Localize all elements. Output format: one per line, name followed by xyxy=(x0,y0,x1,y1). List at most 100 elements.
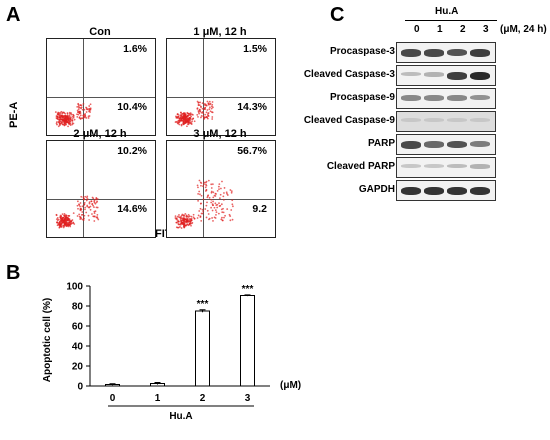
wb-band xyxy=(447,187,467,196)
chart-x-unit: (μM) xyxy=(280,380,301,391)
wb-band xyxy=(401,118,421,122)
wb-row-label: Cleaved PARP xyxy=(326,161,395,172)
wb-blot-strip xyxy=(396,88,496,109)
flow-plot-title: 2 μM, 12 h xyxy=(73,128,127,140)
flow-scatter xyxy=(174,100,214,128)
flow-plot-title: 3 μM, 12 h xyxy=(193,128,247,140)
wb-band xyxy=(447,95,467,101)
wb-row-label: Cleaved Caspase-3 xyxy=(303,69,395,80)
chart-x-group: Hu.A xyxy=(169,411,192,422)
chart-ytick-label: 60 xyxy=(72,322,84,333)
chart-xticks: 0 1 2 3 xyxy=(110,393,251,404)
wb-row-label: PARP xyxy=(367,138,395,149)
wb-band xyxy=(424,95,444,101)
chart-error-bar xyxy=(109,383,116,386)
wb-band xyxy=(424,49,444,57)
wb-band xyxy=(470,164,490,169)
flow-plot: 1.5% 14.3% xyxy=(166,38,276,136)
chart-xtick-label: 0 xyxy=(110,393,116,404)
chart-bars: *** *** xyxy=(105,284,255,387)
flow-upper-right-percent: 1.5% xyxy=(243,43,267,55)
chart-xtick-label: 1 xyxy=(155,393,161,404)
chart-error-bar xyxy=(154,382,161,385)
chart-ytick-label: 100 xyxy=(66,282,83,293)
wb-band xyxy=(424,164,444,168)
wb-blot-strip xyxy=(396,157,496,178)
wb-lane-label: 3 xyxy=(483,24,489,35)
wb-band xyxy=(401,95,421,101)
wb-band xyxy=(401,49,421,57)
flow-upper-right-percent: 10.2% xyxy=(117,145,147,157)
wb-band xyxy=(470,72,490,81)
wb-blot-strip xyxy=(396,65,496,86)
flow-upper-right-percent: 56.7% xyxy=(237,145,267,157)
wb-band xyxy=(447,49,467,57)
wb-band xyxy=(470,49,490,57)
wb-band xyxy=(447,141,467,149)
wb-band xyxy=(401,187,421,196)
wb-band xyxy=(401,164,421,168)
wb-band xyxy=(401,141,421,149)
flow-scatter xyxy=(174,179,234,229)
panel-label-a: A xyxy=(6,4,21,26)
chart-significance-label: *** xyxy=(197,299,209,310)
wb-band xyxy=(424,118,444,122)
chart-ytick-label: 80 xyxy=(72,302,84,313)
wb-blot-strip xyxy=(396,111,496,132)
wb-lane-label: 0 xyxy=(414,24,420,35)
chart-ytick-label: 40 xyxy=(72,342,84,353)
flow-lower-right-percent: 14.3% xyxy=(237,101,267,113)
flow-plot-title: Con xyxy=(89,26,111,38)
wb-row-label: GAPDH xyxy=(358,184,395,195)
wb-band xyxy=(447,164,467,169)
flow-plot: 1.6% 10.4% xyxy=(46,38,156,136)
wb-band xyxy=(424,187,444,196)
panel-label-c: C xyxy=(330,4,345,26)
wb-group-line xyxy=(405,20,497,21)
chart-significance-label: *** xyxy=(242,284,254,295)
wb-blot-strip xyxy=(396,134,496,155)
wb-blot-strip xyxy=(396,42,496,63)
wb-band xyxy=(424,72,444,77)
flow-lower-right-percent: 14.6% xyxy=(117,203,147,215)
chart-error-bar xyxy=(244,294,251,297)
wb-band xyxy=(470,141,490,147)
wb-band xyxy=(401,72,421,77)
wb-band xyxy=(470,95,490,101)
flow-upper-right-percent: 1.6% xyxy=(123,43,147,55)
flow-plot-title: 1 μM, 12 h xyxy=(193,26,247,38)
chart-error-bar xyxy=(199,309,206,313)
chart-xtick-label: 2 xyxy=(200,393,206,404)
flow-ylabel: PE-A xyxy=(8,101,20,128)
wb-row-label: Cleaved Caspase-9 xyxy=(303,115,395,126)
chart-bar xyxy=(195,310,210,387)
flow-plot: 10.2% 14.6% xyxy=(46,140,156,238)
chart-ytick-label: 20 xyxy=(72,362,84,373)
flow-lower-right-percent: 10.4% xyxy=(117,101,147,113)
wb-blot-strip xyxy=(396,180,496,201)
chart-xtick-label: 3 xyxy=(245,393,251,404)
wb-group-label: Hu.A xyxy=(435,6,459,17)
wb-band xyxy=(470,118,490,122)
chart-yticks: 0 20 40 60 80 100 xyxy=(66,282,90,393)
panel-label-b: B xyxy=(6,262,21,284)
wb-lane-label: 2 xyxy=(460,24,466,35)
wb-unit-label: (μM, 24 h) xyxy=(500,24,547,35)
chart-ytick-label: 0 xyxy=(77,382,83,393)
flow-scatter xyxy=(55,195,100,229)
wb-row-label: Procaspase-3 xyxy=(329,46,395,57)
chart-bar xyxy=(240,295,255,387)
chart-ylabel: Apoptotic cell (%) xyxy=(42,298,53,382)
wb-band xyxy=(424,141,444,148)
wb-lane-label: 1 xyxy=(437,24,443,35)
flow-plot: 56.7% 9.2 xyxy=(166,140,276,238)
wb-band xyxy=(447,118,467,122)
flow-scatter xyxy=(54,102,92,128)
western-blot: Procaspase-3 Cleaved Caspase-3 Procaspas… xyxy=(300,42,500,212)
wb-lane-labels: 0 1 2 3 xyxy=(410,24,498,38)
wb-band xyxy=(447,72,467,80)
wb-band xyxy=(470,187,490,196)
flow-lower-right-percent: 9.2 xyxy=(252,203,267,215)
wb-row-label: Procaspase-9 xyxy=(329,92,395,103)
